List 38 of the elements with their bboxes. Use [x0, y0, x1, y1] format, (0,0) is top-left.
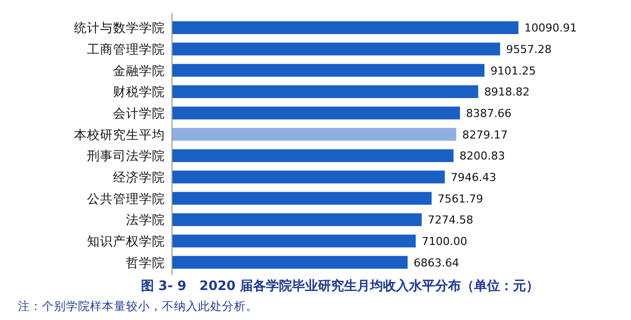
bar [172, 106, 460, 120]
y-tick-label: 法学院 [126, 212, 165, 228]
data-label: 7100.00 [422, 235, 468, 248]
y-tick-label: 哲学院 [126, 254, 165, 270]
text: 注：个别学院样本量较小，不纳入此处分析。 [18, 299, 258, 313]
bar [172, 192, 432, 205]
bar [172, 170, 445, 184]
y-tick-label: 公共管理学院 [87, 190, 165, 206]
bar [172, 256, 408, 269]
y-tick-label: 本校研究生平均 [74, 126, 165, 142]
y-tick-label: 会计学院 [113, 106, 165, 120]
data-label: 8387.66 [466, 107, 512, 120]
data-label: 8200.83 [460, 150, 506, 163]
data-label: 8279.17 [462, 128, 508, 142]
bar [172, 42, 500, 56]
bar [172, 149, 454, 162]
y-tick-label: 刑事司法学院 [87, 148, 165, 164]
data-label: 7274.58 [428, 214, 474, 227]
data-label: 9101.25 [490, 64, 536, 78]
y-tick-label: 金融学院 [113, 62, 165, 78]
text: 图 3- 9 2020 届各学院毕业研究生月均收入水平分布（单位：元） [140, 278, 540, 294]
data-label: 8918.82 [484, 86, 530, 99]
bar [172, 213, 422, 226]
bar [172, 85, 478, 98]
data-label: 7946.43 [450, 171, 496, 184]
bar [172, 234, 416, 248]
y-tick-label: 经济学院 [113, 170, 165, 184]
data-label: 7561.79 [438, 192, 484, 206]
data-label: 6863.64 [414, 256, 460, 270]
bar [172, 64, 484, 77]
bar [172, 21, 518, 34]
y-tick-label: 财税学院 [113, 84, 165, 100]
bar [172, 128, 456, 141]
y-tick-label: 统计与数学学院 [74, 20, 165, 36]
y-tick-label: 知识产权学院 [87, 234, 165, 248]
data-label: 10090.91 [524, 22, 577, 35]
data-label: 9557.28 [506, 43, 552, 56]
y-tick-label: 工商管理学院 [87, 42, 165, 56]
